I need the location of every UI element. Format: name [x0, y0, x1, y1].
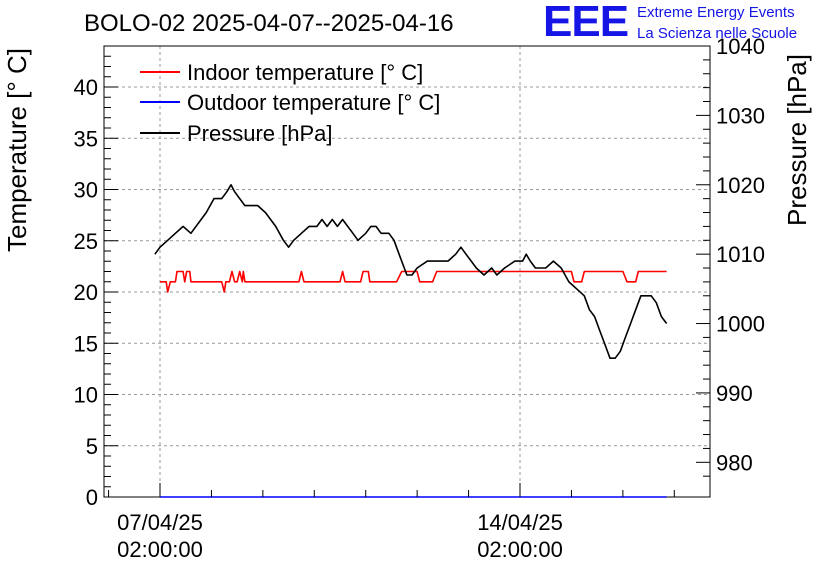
y-right-tick-label: 1000 — [716, 312, 765, 337]
y-left-tick-label: 20 — [74, 280, 98, 305]
eee-logo: EEE — [543, 0, 629, 46]
x-tick-label-time: 02:00:00 — [117, 537, 203, 562]
y-axis-left-label: Temperature [° C] — [2, 48, 32, 252]
x-tick-label-time: 02:00:00 — [477, 537, 563, 562]
x-tick-label-date: 14/04/25 — [477, 510, 563, 535]
y-left-tick-label: 25 — [74, 229, 98, 254]
x-tick-label-date: 07/04/25 — [117, 510, 203, 535]
y-right-tick-label: 990 — [716, 381, 753, 406]
y-right-tick-label: 1010 — [716, 242, 765, 267]
y-right-tick-label: 1040 — [716, 34, 765, 59]
axes-layer: 0 5 10 15 20 25 30 35 40 980 990 1000 1010 1020 1030 10… — [74, 34, 765, 562]
logo-line-1: Extreme Energy Events — [637, 4, 795, 21]
grid-lines — [104, 46, 710, 497]
legend-label-pressure: Pressure [hPa] — [187, 121, 333, 146]
series-layer — [154, 184, 668, 498]
y-axis-right-label: Pressure [hPa] — [782, 54, 812, 226]
y-left-tick-label: 15 — [74, 331, 98, 356]
y-left-tick-label: 0 — [86, 485, 98, 510]
logo-line-2: La Scienza nelle Scuole — [637, 25, 798, 42]
y-left-tick-label: 35 — [74, 126, 98, 151]
y-left-tick-label: 40 — [74, 75, 98, 100]
y-left-tick-label: 10 — [74, 383, 98, 408]
y-right-tick-label: 980 — [716, 450, 753, 475]
y-left-tick-label: 5 — [86, 434, 98, 459]
y-right-tick-label: 1020 — [716, 173, 765, 198]
y-right-tick-label: 1030 — [716, 103, 765, 128]
series-indoor-temperature — [160, 270, 667, 293]
series-pressure — [154, 184, 668, 360]
legend: Indoor temperature [° C] Outdoor tempera… — [140, 60, 440, 146]
legend-label-indoor: Indoor temperature [° C] — [187, 60, 423, 85]
chart-title: BOLO-02 2025-04-07--2025-04-16 — [84, 10, 454, 37]
y-left-tick-label: 30 — [74, 178, 98, 203]
legend-label-outdoor: Outdoor temperature [° C] — [187, 90, 440, 115]
